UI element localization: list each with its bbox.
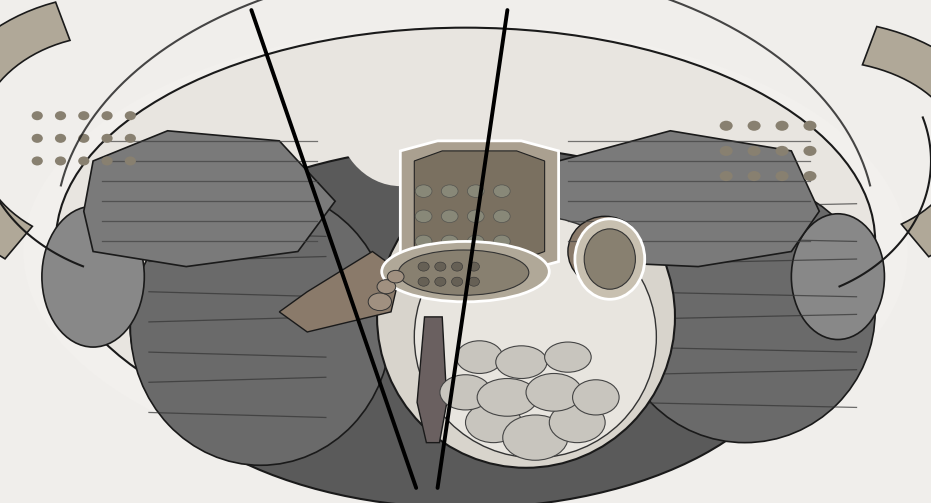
Ellipse shape [130,189,391,465]
Ellipse shape [748,121,761,131]
Ellipse shape [55,156,66,165]
Ellipse shape [439,375,492,410]
Ellipse shape [377,166,675,468]
Ellipse shape [42,206,144,347]
Ellipse shape [452,277,463,286]
Ellipse shape [503,415,568,460]
Ellipse shape [32,134,43,143]
Polygon shape [0,2,70,259]
Ellipse shape [23,25,908,478]
Ellipse shape [382,241,549,302]
Ellipse shape [56,28,875,455]
Ellipse shape [748,146,761,156]
Ellipse shape [720,121,733,131]
Ellipse shape [495,346,546,379]
Ellipse shape [493,185,510,198]
Polygon shape [279,252,400,332]
Ellipse shape [435,262,446,271]
Ellipse shape [415,235,432,248]
Ellipse shape [101,156,113,165]
Ellipse shape [549,402,605,443]
Ellipse shape [466,402,521,443]
Ellipse shape [125,134,136,143]
Ellipse shape [575,219,645,299]
Polygon shape [400,141,559,272]
Ellipse shape [32,156,43,165]
Ellipse shape [493,235,510,248]
Ellipse shape [101,111,113,120]
Ellipse shape [545,342,591,372]
Ellipse shape [776,121,789,131]
Ellipse shape [803,121,816,131]
Ellipse shape [467,210,484,223]
Ellipse shape [32,111,43,120]
Ellipse shape [387,271,404,283]
Ellipse shape [467,235,484,248]
Ellipse shape [55,134,66,143]
Ellipse shape [720,146,733,156]
Ellipse shape [441,235,458,248]
Ellipse shape [335,35,466,186]
Ellipse shape [78,134,89,143]
Ellipse shape [78,111,89,120]
Ellipse shape [101,134,113,143]
Ellipse shape [568,216,642,287]
Ellipse shape [776,171,789,181]
Ellipse shape [125,111,136,120]
Ellipse shape [435,277,446,286]
Ellipse shape [468,262,479,271]
Ellipse shape [441,210,458,223]
Ellipse shape [418,262,429,271]
Ellipse shape [573,380,619,415]
Ellipse shape [614,181,875,443]
Ellipse shape [467,185,484,198]
Ellipse shape [368,293,391,311]
Ellipse shape [776,146,789,156]
Polygon shape [417,317,447,443]
Polygon shape [559,131,819,267]
Ellipse shape [452,262,463,271]
Polygon shape [862,27,931,257]
Ellipse shape [585,229,635,289]
Ellipse shape [720,171,733,181]
Ellipse shape [398,250,529,295]
Ellipse shape [78,156,89,165]
Ellipse shape [415,185,432,198]
Ellipse shape [468,277,479,286]
Ellipse shape [803,146,816,156]
Ellipse shape [456,341,503,374]
Ellipse shape [125,156,136,165]
Ellipse shape [441,185,458,198]
Ellipse shape [748,171,761,181]
Ellipse shape [55,111,66,120]
Ellipse shape [415,210,432,223]
Ellipse shape [493,210,510,223]
Ellipse shape [803,171,816,181]
Ellipse shape [377,280,396,294]
Ellipse shape [478,379,538,416]
Ellipse shape [791,214,884,340]
Polygon shape [414,151,545,262]
Ellipse shape [414,216,656,458]
Polygon shape [84,131,335,267]
Ellipse shape [526,373,582,411]
Ellipse shape [130,146,801,503]
Ellipse shape [418,277,429,286]
